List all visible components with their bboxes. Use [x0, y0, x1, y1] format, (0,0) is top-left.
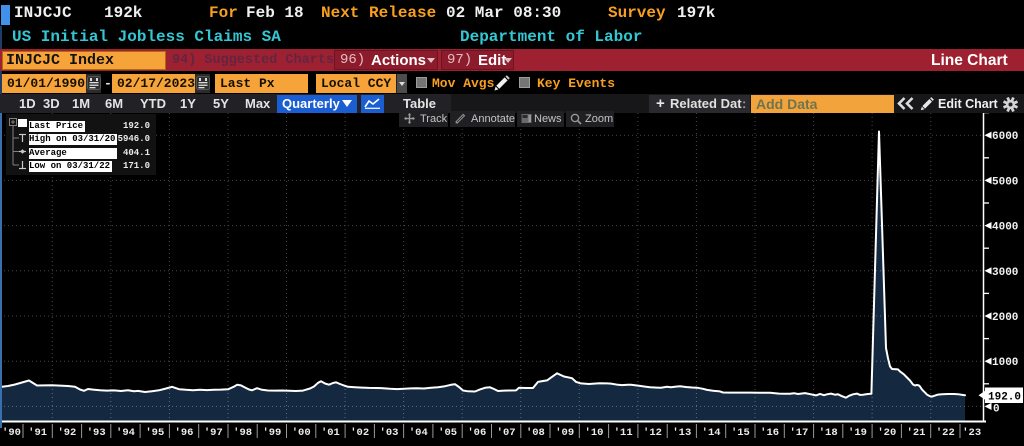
svg-text:'07: '07	[497, 427, 516, 439]
svg-text:'23: '23	[962, 427, 981, 439]
svg-text:'97: '97	[204, 427, 223, 439]
svg-text:0: 0	[993, 403, 1000, 415]
svg-text:'09: '09	[555, 427, 574, 439]
svg-text:'99: '99	[262, 427, 281, 439]
svg-text:'22: '22	[936, 427, 955, 439]
svg-text:3000: 3000	[992, 267, 1018, 279]
svg-text:'93: '93	[87, 427, 106, 439]
svg-text:'08: '08	[526, 427, 545, 439]
svg-text:'19: '19	[848, 427, 867, 439]
svg-text:'04: '04	[409, 427, 428, 439]
svg-text:'00: '00	[292, 427, 311, 439]
svg-text:'21: '21	[907, 427, 926, 439]
svg-text:'15: '15	[731, 427, 750, 439]
svg-text:'10: '10	[585, 427, 604, 439]
svg-text:'17: '17	[789, 427, 808, 439]
svg-text:'01: '01	[321, 427, 340, 439]
svg-text:'94: '94	[116, 427, 135, 439]
svg-text:4000: 4000	[992, 222, 1018, 234]
svg-text:5000: 5000	[992, 176, 1018, 188]
svg-text:1000: 1000	[992, 357, 1018, 369]
svg-text:'03: '03	[380, 427, 399, 439]
svg-text:'12: '12	[643, 427, 662, 439]
svg-text:'90: '90	[2, 427, 21, 439]
svg-text:'11: '11	[614, 427, 633, 439]
svg-text:'92: '92	[57, 427, 76, 439]
svg-text:'16: '16	[760, 427, 779, 439]
svg-text:'02: '02	[350, 427, 369, 439]
svg-text:'18: '18	[819, 427, 838, 439]
svg-text:'95: '95	[145, 427, 164, 439]
svg-text:'05: '05	[438, 427, 457, 439]
svg-text:6000: 6000	[992, 131, 1018, 143]
svg-text:2000: 2000	[992, 312, 1018, 324]
svg-text:'06: '06	[467, 427, 486, 439]
svg-text:192.0: 192.0	[988, 392, 1021, 404]
svg-text:'20: '20	[877, 427, 896, 439]
svg-text:'13: '13	[672, 427, 691, 439]
svg-text:'14: '14	[702, 427, 721, 439]
svg-text:'91: '91	[28, 427, 47, 439]
svg-text:'96: '96	[175, 427, 194, 439]
svg-text:'98: '98	[233, 427, 252, 439]
